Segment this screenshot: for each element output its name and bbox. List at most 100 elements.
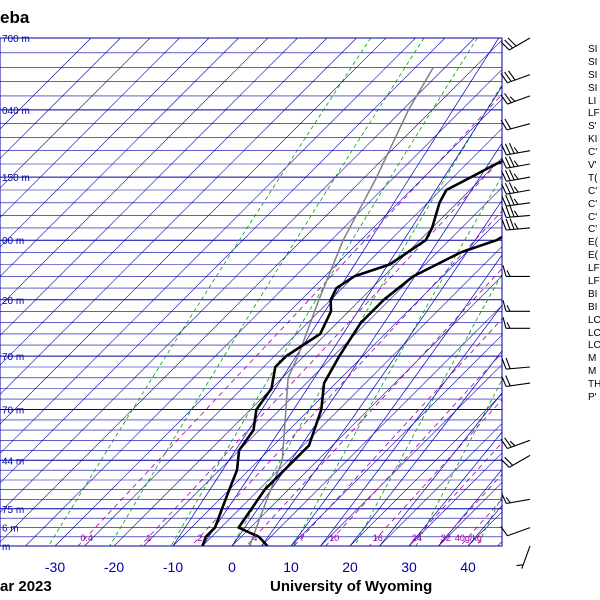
stability-index-label: TH [588,379,600,391]
isotherm-line [0,38,357,395]
isotherm-line [231,275,502,546]
stability-index-label: S' [588,121,597,133]
wind-barb [501,142,531,156]
isotherm-line [0,38,92,130]
data-source: University of Wyoming [270,578,433,595]
height-label: 150 m [2,173,30,184]
dry-adiabat-line [48,38,372,546]
isotherm-line [84,128,502,546]
wind-barb [501,218,531,231]
height-label: 70 m [2,406,24,417]
isotherm-line [0,38,328,366]
profile-layer [201,66,502,546]
height-label: 040 m [2,106,30,117]
height-label: 70 m [2,352,24,363]
isotherm-line [25,69,502,546]
stability-index-label: SI [588,69,598,81]
moist-adiabat-line [202,85,502,546]
temperature-tick-label: 10 [283,559,299,575]
temperature-tick-label: -30 [45,559,65,575]
isotherm-line [290,334,502,546]
wind-barb [501,205,531,219]
height-label: m [2,542,10,553]
mixing-ratio-label: 40g/kg [455,533,482,543]
stability-index-label: KI [588,134,598,146]
stability-index-label: C' [588,147,598,159]
wind-barb-layer [500,37,531,569]
stability-index-label: T( [588,172,598,184]
wind-barb [500,118,531,131]
stability-index-label: SI [588,44,598,55]
dry-adiabat-line [415,379,502,546]
isotherm-line [202,246,502,546]
stability-index-label: LC [588,314,600,326]
wind-barb [500,93,531,105]
wind-barb [501,357,531,370]
stability-index-label: E( [588,237,598,249]
isotherm-line [113,157,502,546]
isotherm-line [408,452,502,546]
mixing-ratio-line [293,318,502,546]
temperature-tick-label: -10 [163,559,183,575]
wind-barb [500,70,531,84]
moist-adiabat-line [438,468,502,546]
dry-adiabat-line [109,38,425,546]
stability-index-label: LC [588,327,600,339]
temperature-tick-label: -20 [104,559,124,575]
stability-index-label: BI [588,288,598,300]
moist-adiabat-line [231,142,502,546]
height-label: 00 m [2,236,24,247]
mixing-ratio-line [325,352,502,546]
mixing-ratio-label: 1 [146,533,151,543]
dry-adiabat-line [293,175,502,546]
height-label: 44 m [2,456,24,467]
mixing-ratio-line [246,268,502,546]
stability-index-label: C' [588,211,598,223]
stability-index-label: BI [588,301,598,313]
isotherm-line [0,38,121,159]
wind-barb [516,545,531,569]
mixing-ratio-label: 24 [412,533,422,543]
isotherm-line [0,38,387,425]
moist-adiabat-line [290,254,502,546]
wind-barb [501,375,531,388]
isotherm-line [349,393,502,546]
stability-index-label: SI [588,82,598,94]
grid-layer [0,38,502,546]
temperature-profile-line [237,235,502,546]
mixing-ratio-label: 7 [300,533,305,543]
stability-index-label: LF [588,108,600,120]
wind-barb [501,156,531,169]
isotherm-line [0,38,298,336]
isotherm-line [0,38,180,218]
wind-barb [500,454,531,468]
isotherm-line [0,38,151,189]
mixing-ratio-line [139,157,502,546]
station-title: eba [0,8,30,27]
wind-barb [500,37,531,51]
stability-index-label: C' [588,198,598,210]
stability-index-label: LF [588,276,600,288]
mixing-ratio-label: 16 [373,533,383,543]
stability-index-label: C' [588,224,598,236]
moist-adiabat-line [408,431,502,546]
wind-barb [501,182,531,195]
parcel-path-line [248,66,435,546]
mixing-ratio-label: 32 [441,533,451,543]
wind-barb [502,317,530,329]
wind-barb [502,265,530,277]
stability-index-label: P' [588,392,597,404]
moist-adiabat-line [379,392,502,546]
moist-adiabat-line [349,350,502,546]
stability-index-label: C' [588,185,598,197]
mixing-ratio-label: 2 [197,533,202,543]
isotherm-line [0,38,446,484]
isotherm-line [320,364,502,546]
mixing-ratio-line [191,210,502,546]
moist-adiabat-line [320,304,502,546]
wind-barb [500,526,531,537]
mixing-ratio-label: 0.4 [80,533,93,543]
stability-index-label: LI [588,95,597,107]
height-label: 75 m [2,505,24,516]
